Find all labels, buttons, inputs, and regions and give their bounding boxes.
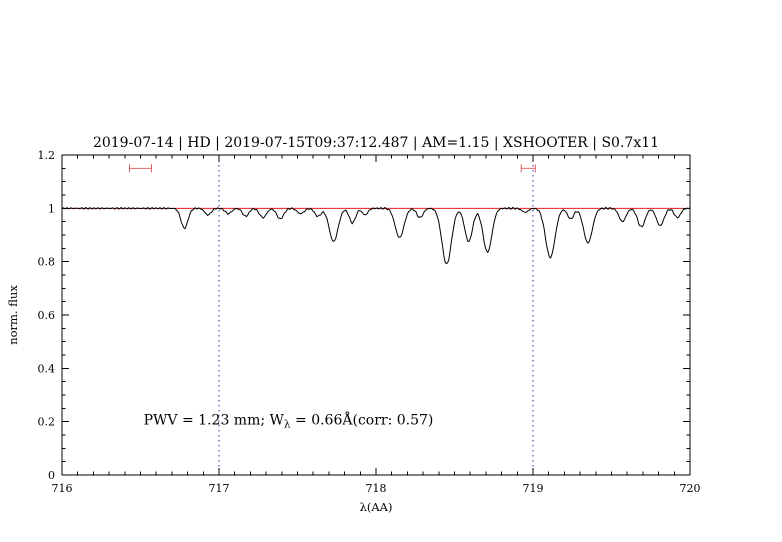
y-tick-label: 0.8: [38, 256, 56, 269]
x-tick-label: 719: [523, 482, 544, 495]
range-markers: [129, 164, 536, 173]
y-tick-labels: 0 0.2 0.4 0.6 0.8 1 1.2: [38, 149, 56, 482]
y-tick-label: 1: [48, 202, 55, 215]
x-axis-label: λ(AA): [360, 500, 393, 514]
pwv-annotation: PWV = 1.23 mm; Wλ = 0.66Å(corr: 0.57): [144, 410, 434, 430]
x-tick-label: 716: [52, 482, 73, 495]
plot-title: 2019-07-14 | HD | 2019-07-15T09:37:12.48…: [93, 135, 659, 151]
x-tick-label: 720: [680, 482, 701, 495]
y-tick-label: 0.6: [38, 309, 56, 322]
spectrum-line: [61, 206, 691, 265]
x-tick-labels: 716 717 718 719 720: [52, 482, 701, 495]
y-tick-label: 0: [48, 469, 55, 482]
x-tick-label: 717: [209, 482, 230, 495]
integration-bounds-lines: [218, 155, 534, 475]
x-tick-label: 718: [366, 482, 387, 495]
y-tick-label: 0.4: [38, 362, 56, 375]
y-tick-label: 0.2: [38, 416, 56, 429]
axis-ticks: [61, 154, 691, 476]
y-tick-label: 1.2: [38, 149, 56, 162]
y-axis-label: norm. flux: [6, 285, 20, 345]
